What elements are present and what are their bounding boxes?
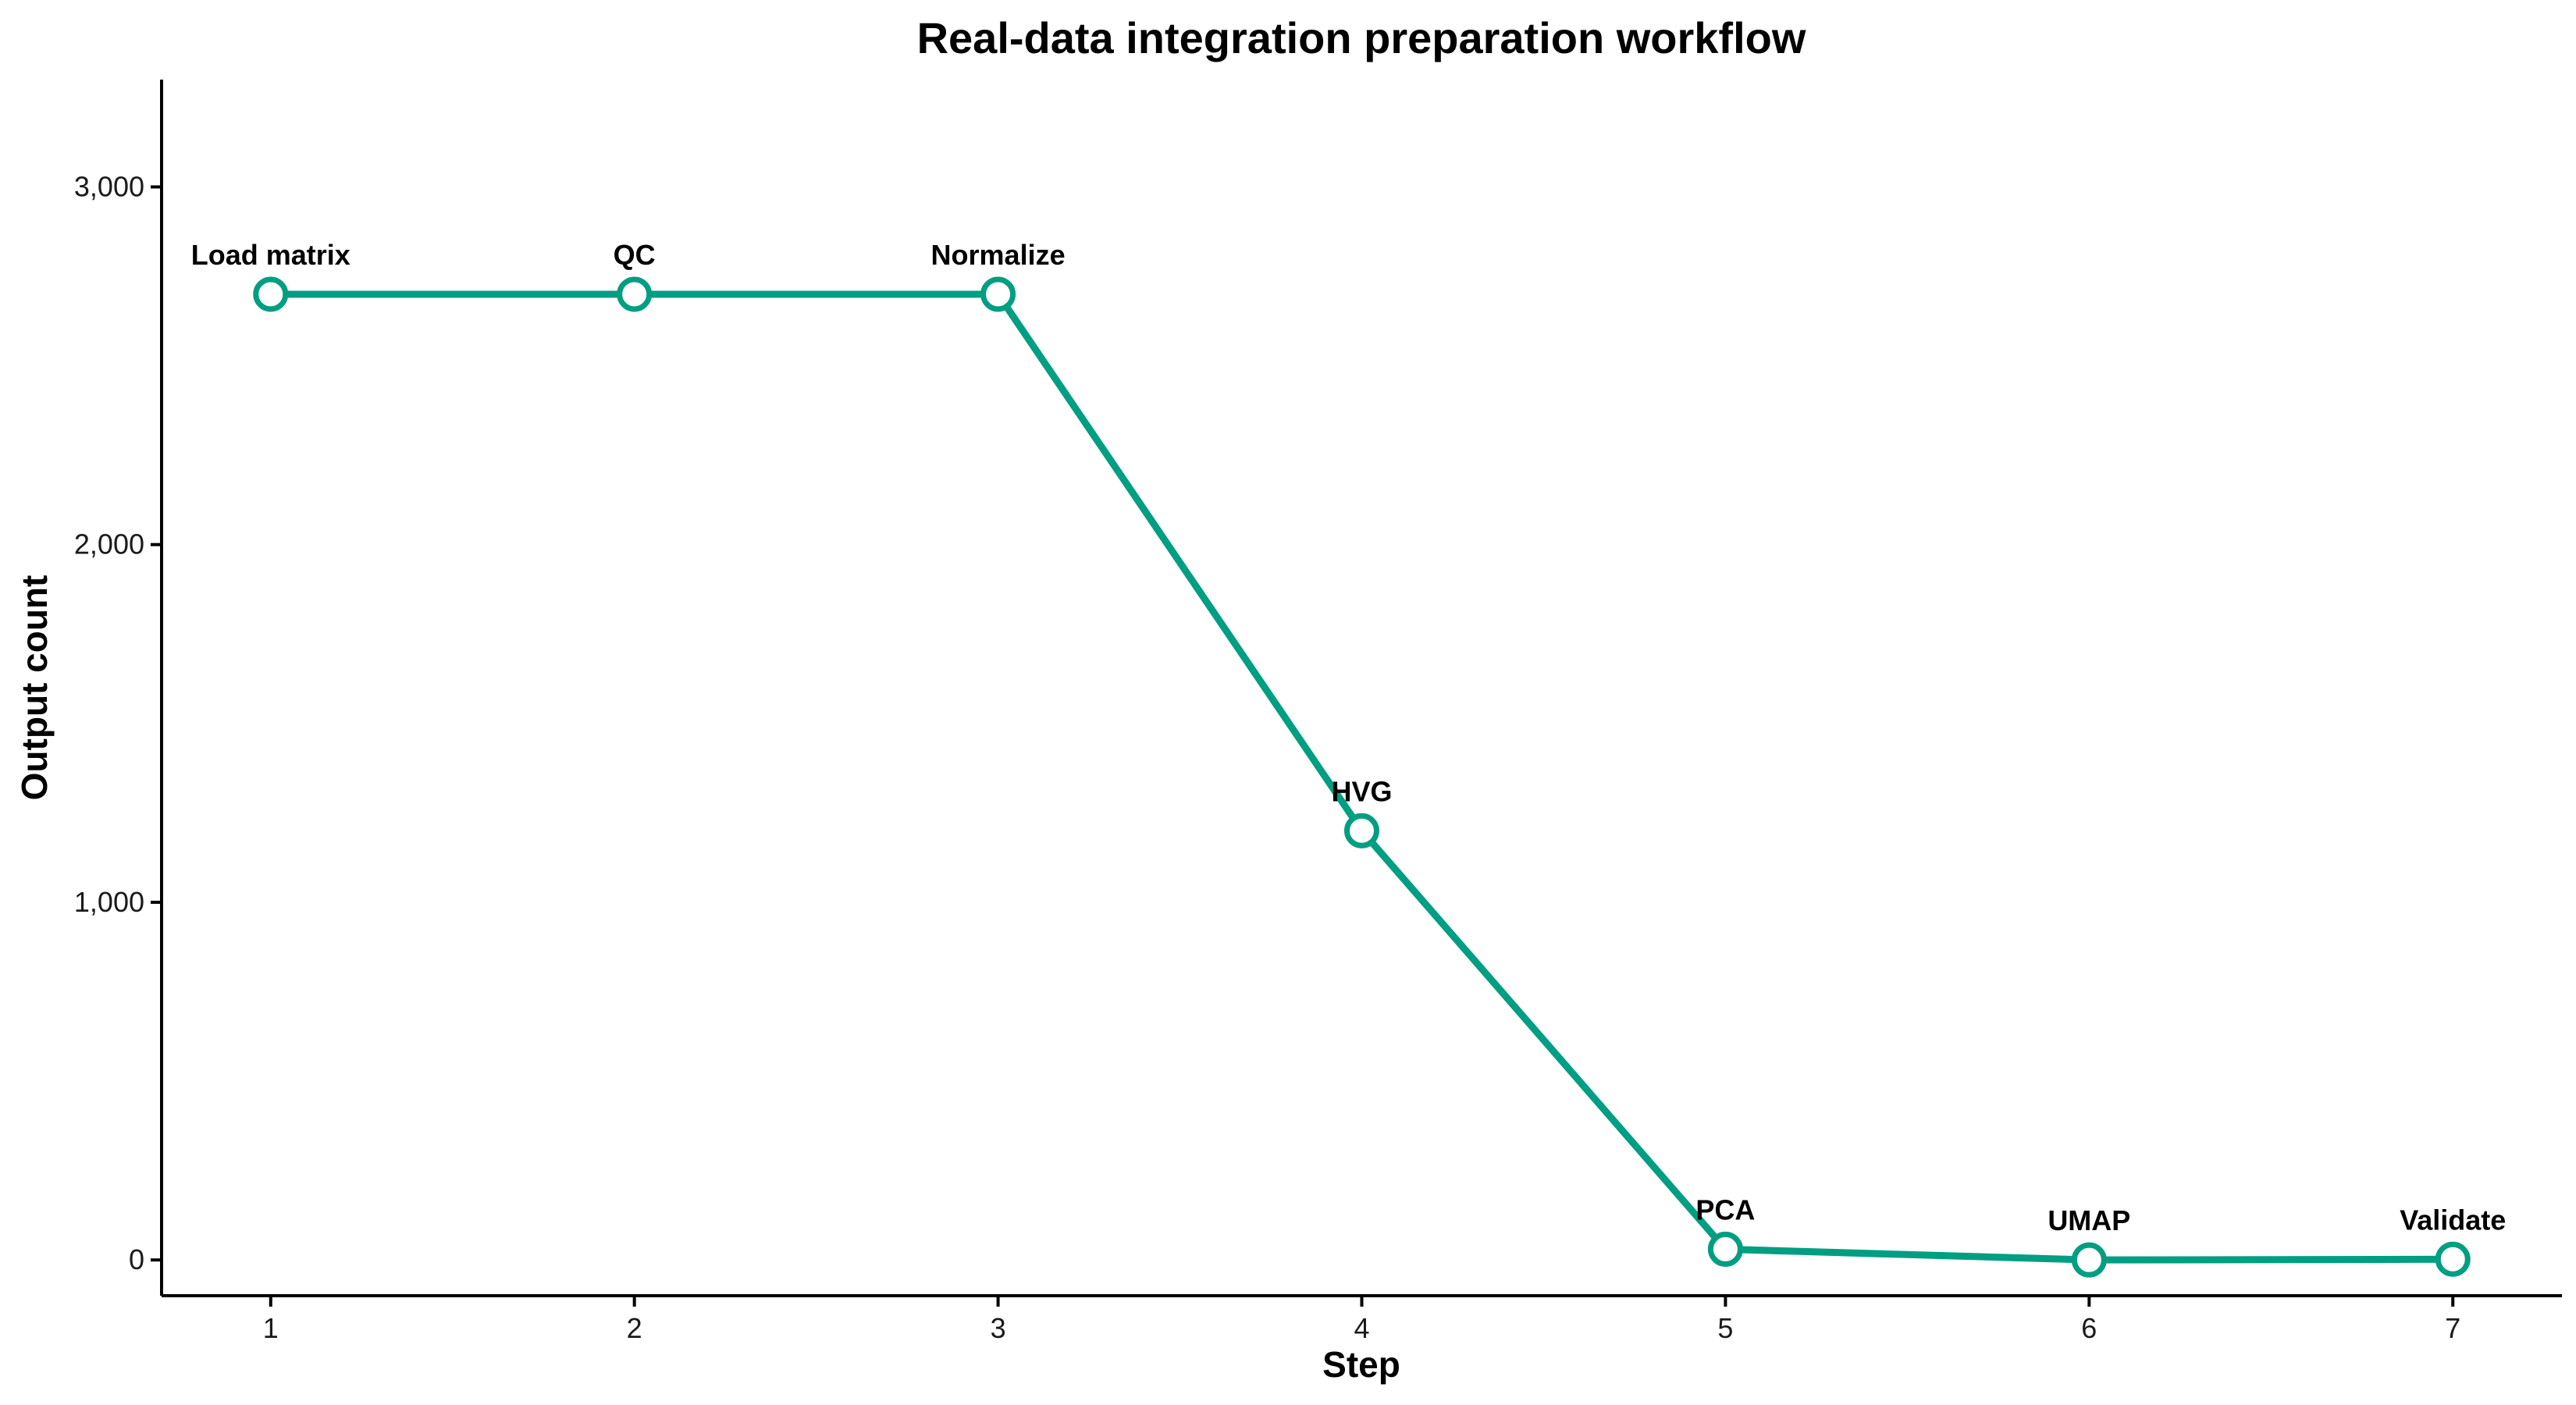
chart-title: Real-data integration preparation workfl… [917, 13, 1806, 62]
x-axis-title: Step [1322, 1344, 1400, 1385]
x-tick-label: 6 [2081, 1312, 2097, 1344]
y-tick-label: 1,000 [74, 886, 144, 918]
data-point [2071, 1242, 2107, 1278]
y-axis-title: Output count [14, 575, 55, 801]
series [253, 276, 2471, 1278]
data-point-label: Load matrix [191, 239, 350, 271]
data-point [1707, 1231, 1743, 1267]
x-tick-label: 3 [991, 1312, 1006, 1344]
data-point [1344, 813, 1379, 848]
x-tick-label: 2 [627, 1312, 642, 1344]
data-point [2435, 1241, 2471, 1277]
data-point-label: Validate [2400, 1204, 2506, 1236]
x-ticks: 1 2 3 4 5 6 7 [263, 1296, 2460, 1344]
point-labels: Load matrix QC Normalize HVG PCA UMAP Validate [191, 239, 2507, 1236]
y-ticks: 0 1,000 2,000 3,000 [74, 170, 162, 1275]
data-point-label: Normalize [931, 239, 1066, 271]
y-tick-label: 0 [129, 1243, 144, 1275]
data-point-label: PCA [1695, 1193, 1755, 1225]
data-point [980, 276, 1016, 312]
data-point [253, 276, 289, 312]
x-tick-label: 7 [2445, 1312, 2460, 1344]
y-tick-label: 2,000 [74, 528, 144, 560]
x-tick-label: 4 [1354, 1312, 1369, 1344]
x-tick-label: 5 [1717, 1312, 1733, 1344]
data-point-label: UMAP [2048, 1204, 2130, 1236]
x-tick-label: 1 [263, 1312, 279, 1344]
data-point-label: HVG [1331, 775, 1392, 807]
data-point [617, 276, 653, 312]
y-tick-label: 3,000 [74, 170, 144, 202]
data-point-label: QC [614, 239, 656, 271]
axes [160, 80, 2562, 1297]
